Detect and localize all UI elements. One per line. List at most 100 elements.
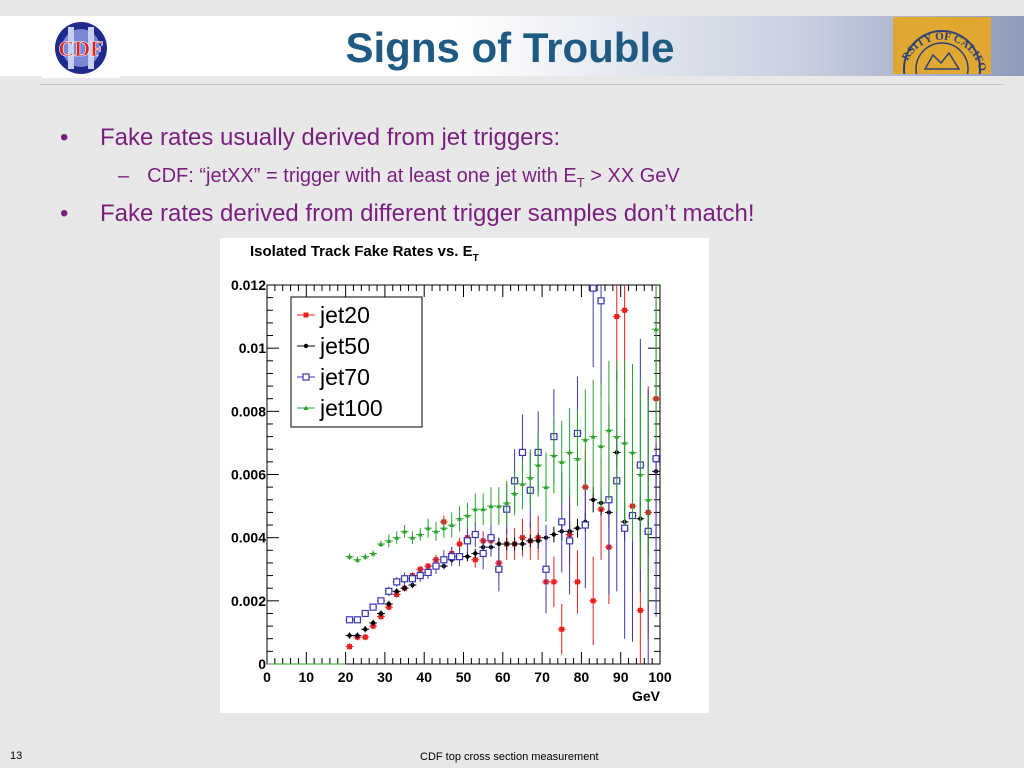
footer-text: CDF top cross section measurement: [420, 751, 599, 763]
data-point: [393, 578, 401, 586]
x-tick-label: 10: [299, 669, 315, 685]
data-point: [590, 598, 596, 604]
data-point: [512, 490, 518, 496]
data-point: [424, 568, 432, 577]
data-point: [629, 449, 635, 455]
x-tick-label: 100: [648, 669, 672, 685]
data-point: [518, 448, 527, 456]
data-point: [394, 535, 400, 540]
data-point: [504, 500, 510, 505]
data-point: [361, 609, 369, 618]
sub-bullet-text: CDF: “jetXX” = trigger with at least one…: [147, 165, 577, 187]
data-point: [543, 484, 549, 490]
data-point: [574, 579, 580, 585]
sub-bullet-item: – CDF: “jetXX” = trigger with at least on…: [118, 165, 680, 190]
data-point: [354, 557, 360, 562]
data-point: [473, 551, 478, 556]
data-point: [496, 541, 502, 547]
data-point: [487, 534, 495, 542]
data-point: [622, 307, 628, 313]
data-point: [606, 427, 612, 433]
y-tick-label: 0.01: [239, 340, 266, 356]
chart-title-subscript: T: [473, 253, 479, 264]
data-point: [303, 405, 309, 410]
data-point: [417, 532, 423, 537]
data-point: [385, 587, 393, 595]
data-point: [496, 503, 502, 509]
data-point: [652, 455, 660, 463]
data-point: [645, 497, 651, 502]
x-tick-label: 60: [495, 669, 511, 685]
bullet-text: Fake rates usually derived from jet trig…: [100, 124, 561, 151]
data-point: [345, 616, 354, 624]
data-point: [432, 562, 440, 570]
uc-seal-logo: RSITY OF CALIFOR: [893, 17, 991, 74]
data-point: [551, 579, 557, 585]
data-point: [472, 506, 478, 512]
data-point: [519, 535, 525, 541]
data-point: [347, 644, 353, 650]
data-point: [457, 541, 463, 547]
data-point: [479, 549, 487, 558]
header-divider: [40, 84, 1004, 85]
data-point: [353, 616, 361, 624]
data-point: [575, 525, 580, 531]
x-axis-label: GeV: [632, 688, 661, 704]
data-point: [559, 626, 565, 632]
bullet-dot: •: [60, 200, 69, 227]
data-point: [621, 524, 629, 532]
data-point: [581, 521, 589, 529]
data-point: [535, 538, 541, 544]
data-point: [464, 513, 470, 518]
sub-bullet-dash: –: [118, 165, 130, 187]
data-point: [425, 525, 431, 531]
data-point: [558, 518, 566, 526]
legend-label: jet50: [319, 333, 370, 359]
data-point: [394, 589, 399, 594]
sub-bullet-subscript: T: [576, 175, 585, 190]
legend-label: jet70: [319, 364, 370, 390]
data-point: [614, 314, 620, 320]
data-point: [386, 604, 392, 610]
data-point: [622, 440, 628, 445]
data-point: [386, 538, 392, 543]
data-point: [378, 541, 384, 546]
data-point: [355, 633, 360, 638]
data-point: [527, 475, 533, 480]
x-tick-label: 90: [613, 669, 629, 685]
series-jet100: [267, 285, 660, 665]
data-point: [347, 554, 353, 559]
data-point: [402, 586, 407, 591]
data-point: [378, 611, 384, 616]
data-point: [377, 597, 385, 605]
data-point: [597, 297, 605, 305]
data-point: [559, 459, 565, 464]
data-point: [455, 553, 464, 561]
x-tick-label: 80: [574, 669, 590, 685]
data-point: [463, 537, 472, 545]
sub-bullet-suffix: > XX GeV: [584, 165, 680, 187]
data-point: [369, 603, 377, 611]
data-point: [370, 620, 376, 626]
y-tick-label: 0.012: [231, 277, 266, 293]
data-point: [362, 634, 368, 640]
data-point: [400, 575, 409, 583]
y-tick-label: 0: [258, 656, 266, 672]
data-point: [574, 456, 580, 461]
data-point: [402, 528, 408, 534]
y-tick-label: 0.002: [231, 593, 266, 609]
fake-rate-chart: Isolated Track Fake Rates vs. ET 0 0.002 0.…: [231, 243, 672, 704]
data-point: [386, 601, 392, 607]
data-point: [471, 530, 479, 539]
data-point: [504, 541, 509, 547]
data-point: [408, 575, 417, 583]
data-point: [488, 503, 494, 509]
data-point: [409, 535, 415, 540]
y-tick-label: 0.006: [231, 467, 266, 483]
data-point: [303, 312, 309, 318]
legend-label: jet100: [319, 395, 383, 421]
data-point: [582, 437, 588, 442]
data-point: [472, 557, 478, 563]
data-point: [457, 516, 463, 521]
x-tick-label: 50: [456, 669, 472, 685]
